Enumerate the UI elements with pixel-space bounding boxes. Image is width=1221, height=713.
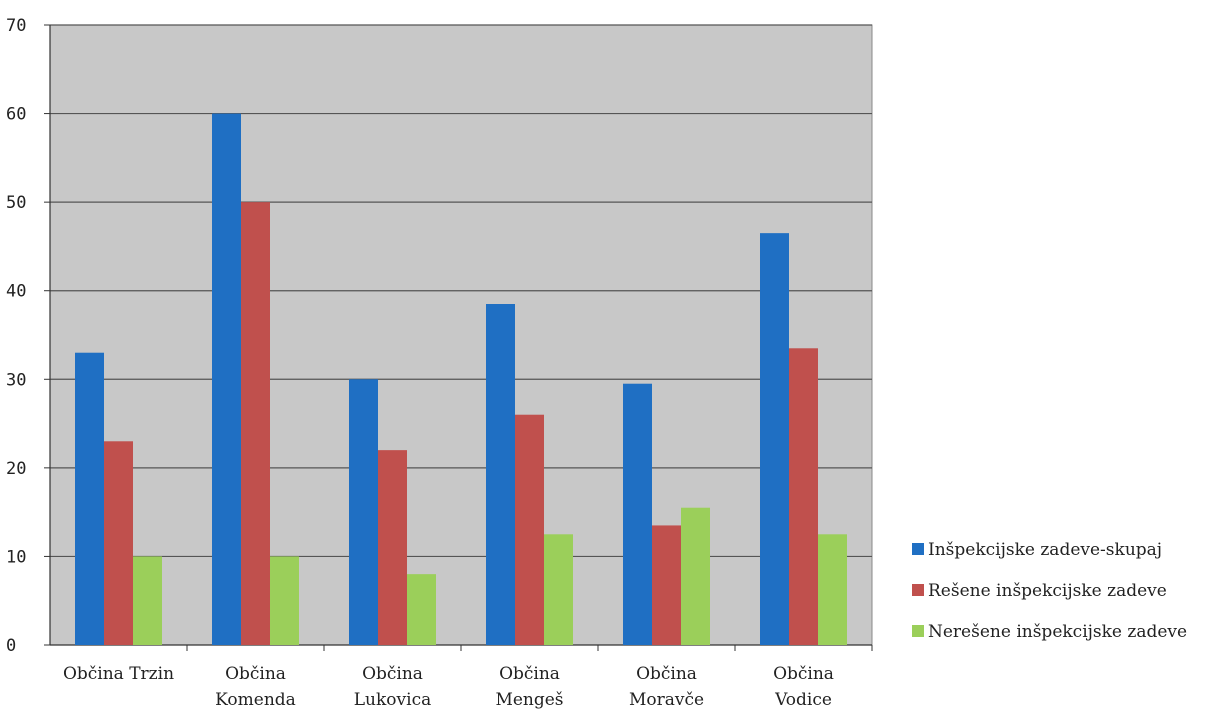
x-tick-label: Občina Trzin bbox=[63, 664, 174, 684]
bar bbox=[515, 414, 544, 645]
x-tick-label-line: Lukovica bbox=[354, 690, 431, 710]
plot-area: 0 10 20 30 40 50 60 70 Občina Trzin Občina Komenda… bbox=[6, 16, 873, 710]
bar bbox=[652, 525, 681, 645]
bar bbox=[75, 352, 104, 645]
x-tick-label-line: Občina bbox=[636, 664, 697, 684]
legend-label: Nerešene inšpekcijske zadeve bbox=[928, 622, 1187, 642]
legend: Inšpekcijske zadeve-skupaj Rešene inšpekc… bbox=[912, 540, 1187, 642]
legend-swatch bbox=[912, 584, 924, 596]
y-tick-label: 60 bbox=[6, 105, 26, 125]
x-tick-label: Občina Lukovica bbox=[354, 664, 431, 710]
y-tick-label: 0 bbox=[6, 636, 16, 656]
x-tick-label: Občina Moravče bbox=[629, 664, 704, 710]
y-tick-label: 50 bbox=[6, 193, 26, 213]
y-tick-label: 70 bbox=[6, 16, 26, 36]
legend-label: Rešene inšpekcijske zadeve bbox=[928, 581, 1167, 601]
bar bbox=[212, 113, 241, 646]
x-tick-label-line: Mengeš bbox=[495, 690, 563, 710]
y-tick-label: 30 bbox=[6, 370, 26, 390]
x-tick-label: Občina Mengeš bbox=[495, 664, 563, 710]
legend-swatch bbox=[912, 543, 924, 555]
bar bbox=[104, 441, 133, 645]
bar bbox=[133, 556, 162, 645]
x-tick-label-line: Moravče bbox=[629, 690, 704, 710]
bar bbox=[623, 383, 652, 645]
bar bbox=[270, 556, 299, 645]
bar bbox=[349, 379, 378, 645]
legend-swatch bbox=[912, 625, 924, 637]
x-tick-label-line: Vodice bbox=[774, 690, 832, 710]
bar bbox=[407, 574, 436, 645]
x-tick-label-line: Občina Trzin bbox=[63, 664, 174, 684]
bar bbox=[789, 348, 818, 645]
bar bbox=[760, 233, 789, 645]
bar bbox=[681, 507, 710, 645]
y-tick-label: 10 bbox=[6, 547, 26, 567]
bar bbox=[378, 450, 407, 645]
bar bbox=[241, 202, 270, 645]
x-tick-label-line: Komenda bbox=[215, 690, 296, 710]
x-tick-label-line: Občina bbox=[499, 664, 560, 684]
x-tick-label-line: Občina bbox=[225, 664, 286, 684]
plot-background bbox=[49, 24, 873, 646]
legend-label: Inšpekcijske zadeve-skupaj bbox=[928, 540, 1162, 560]
bar bbox=[544, 534, 573, 645]
x-tick-label-line: Občina bbox=[773, 664, 834, 684]
x-tick-label: Občina Vodice bbox=[773, 664, 834, 710]
bar bbox=[486, 304, 515, 645]
x-tick-label-line: Občina bbox=[362, 664, 423, 684]
x-tick-label: Občina Komenda bbox=[215, 664, 296, 710]
y-tick-label: 20 bbox=[6, 459, 26, 479]
bar bbox=[818, 534, 847, 645]
y-tick-label: 40 bbox=[6, 282, 26, 302]
